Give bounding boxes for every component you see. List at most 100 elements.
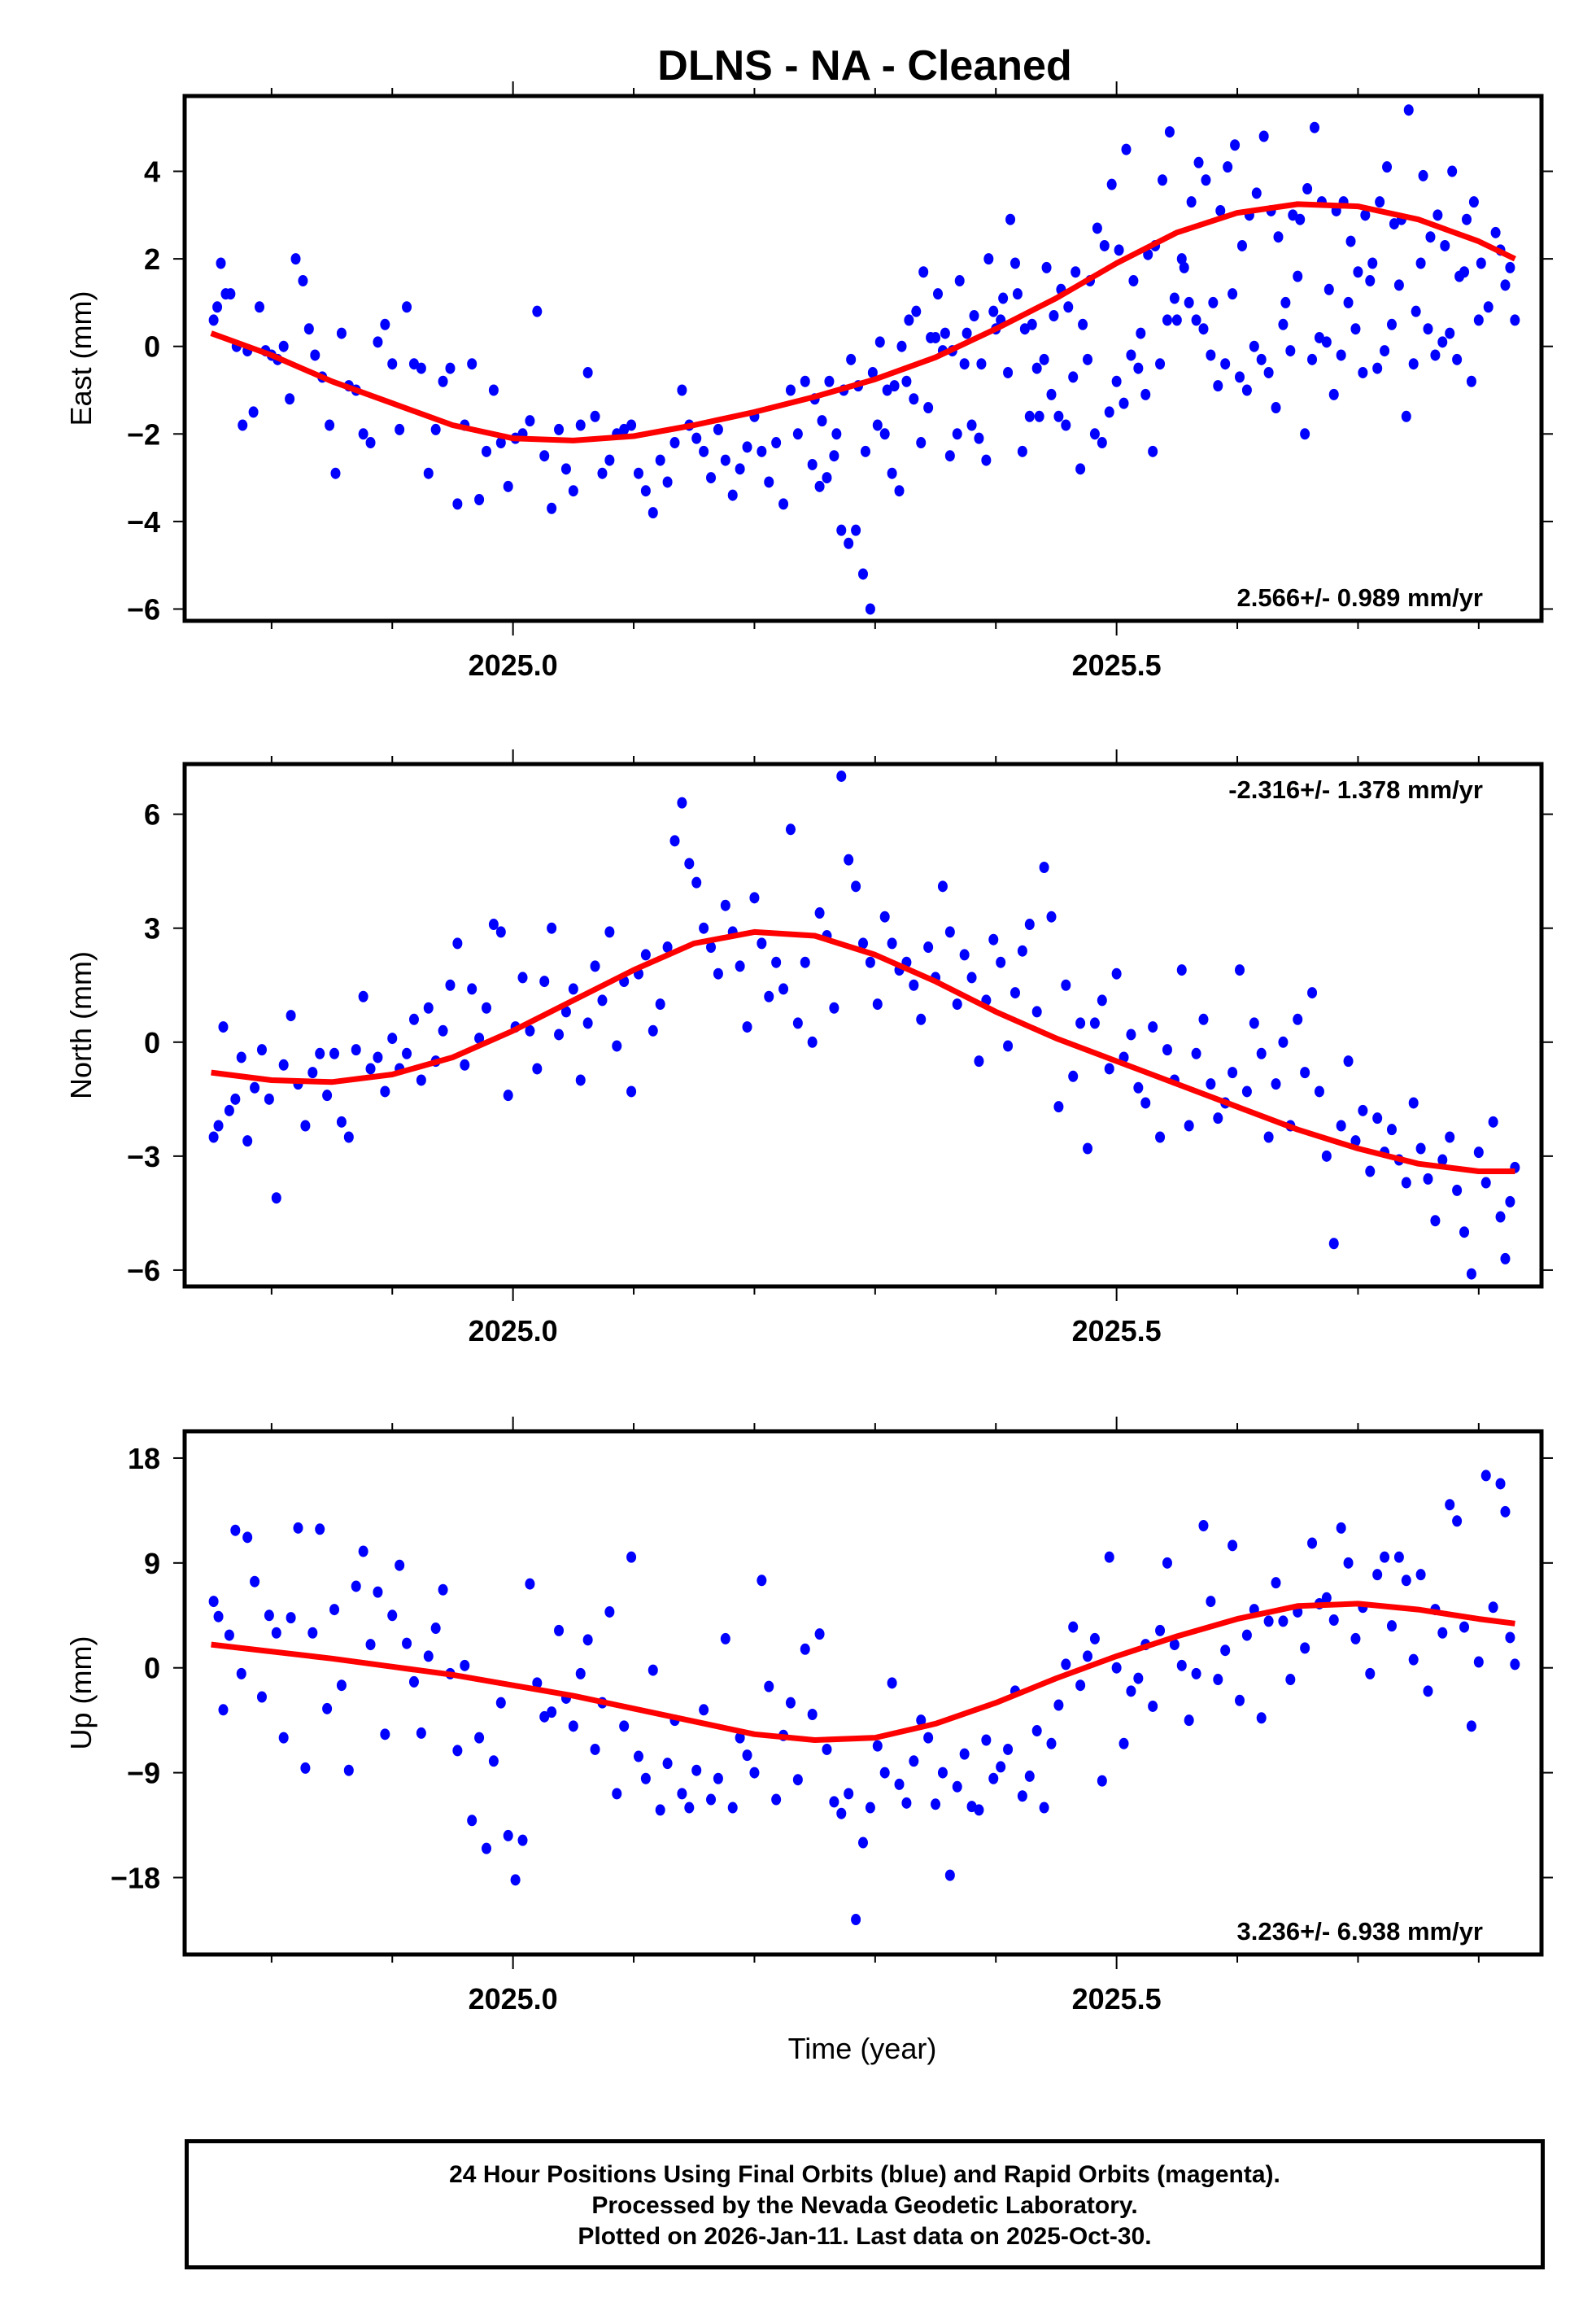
data-point: [604, 1605, 615, 1618]
data-point: [800, 375, 810, 387]
data-point: [1241, 1629, 1252, 1641]
data-point: [597, 467, 608, 479]
data-point: [1003, 1743, 1014, 1755]
data-point: [1031, 1006, 1042, 1018]
data-point: [1201, 174, 1211, 186]
data-point: [974, 1055, 984, 1068]
data-point: [1075, 463, 1086, 475]
data-point: [322, 1090, 333, 1102]
data-point: [959, 358, 970, 370]
y-tick-label: −9: [127, 1757, 160, 1790]
data-point: [1510, 314, 1520, 326]
data-point: [387, 358, 398, 370]
data-point: [255, 301, 265, 313]
data-point: [225, 288, 236, 300]
data-point: [1017, 445, 1027, 457]
data-point: [1278, 318, 1289, 330]
footer-line-plotted: Plotted on 2026-Jan-11. Last data on 202…: [578, 2223, 1152, 2250]
data-point: [1430, 1215, 1441, 1227]
data-point: [481, 445, 491, 457]
data-point: [988, 1772, 999, 1784]
data-point: [351, 1580, 361, 1592]
data-point: [1408, 1097, 1419, 1109]
data-point: [278, 340, 289, 352]
data-point: [218, 1704, 229, 1716]
data-point: [952, 428, 962, 440]
data-point: [1505, 261, 1515, 273]
data-point: [1097, 1775, 1107, 1787]
data-point: [1389, 218, 1399, 230]
data-point: [1415, 1142, 1426, 1155]
data-point: [1024, 919, 1035, 931]
data-point: [216, 257, 226, 269]
data-point: [1401, 1574, 1411, 1587]
data-point: [1295, 213, 1306, 225]
data-point: [633, 467, 643, 479]
data-point: [1393, 279, 1404, 291]
data-point: [662, 1758, 673, 1770]
data-point: [1031, 362, 1042, 374]
data-point: [1133, 1672, 1144, 1684]
data-point: [474, 1732, 485, 1744]
data-point: [735, 1732, 745, 1744]
data-point: [1386, 1620, 1397, 1632]
data-point: [1263, 1131, 1274, 1143]
data-point: [1039, 353, 1049, 365]
data-point: [1099, 239, 1110, 251]
data-point: [213, 1610, 224, 1622]
data-point: [1358, 366, 1368, 378]
data-point: [1386, 318, 1397, 330]
data-point: [640, 1772, 651, 1784]
data-point: [1089, 428, 1100, 440]
data-point: [1350, 323, 1361, 335]
data-point: [1249, 1017, 1259, 1029]
data-point: [727, 1802, 738, 1814]
data-point: [962, 327, 972, 339]
data-point: [1039, 1802, 1049, 1814]
data-point: [430, 1622, 441, 1635]
data-point: [713, 967, 723, 980]
plot-frame: [182, 94, 1544, 623]
data-point: [1017, 945, 1027, 957]
data-point: [1490, 226, 1501, 238]
data-point: [525, 1024, 535, 1037]
data-point: [230, 1524, 241, 1536]
data-point: [264, 1093, 274, 1105]
data-point: [1500, 1505, 1511, 1518]
data-point: [619, 423, 630, 435]
data-point: [1191, 314, 1201, 326]
data-point: [1009, 257, 1020, 269]
data-point: [1061, 419, 1071, 431]
data-point: [1466, 1268, 1476, 1280]
data-point: [894, 485, 905, 497]
data-point: [1155, 358, 1166, 370]
data-point: [315, 1047, 325, 1059]
data-point: [547, 1706, 557, 1719]
x-tick-label: 2025.5: [1072, 649, 1162, 682]
rate-label: 2.566+/- 0.989 mm/yr: [1237, 583, 1483, 612]
data-point: [554, 423, 565, 435]
data-point: [1408, 358, 1419, 370]
data-point: [872, 419, 883, 431]
data-point: [858, 1837, 868, 1849]
data-point: [582, 366, 593, 378]
data-point: [336, 327, 347, 339]
data-point: [792, 1774, 803, 1786]
plot-frame: [182, 1429, 1544, 1957]
y-tick-label: 0: [144, 330, 160, 364]
data-point: [582, 1634, 593, 1646]
data-point: [1179, 261, 1189, 273]
data-point: [858, 568, 868, 580]
data-point: [1171, 314, 1182, 326]
data-point: [981, 454, 992, 466]
data-point: [1495, 1478, 1506, 1490]
data-point: [655, 1804, 665, 1816]
data-point: [1068, 371, 1079, 383]
x-tick-label: 2025.5: [1072, 1982, 1162, 2016]
data-point: [655, 454, 665, 466]
x-tick-label: 2025.0: [469, 1982, 558, 2016]
data-point: [669, 437, 680, 449]
data-point: [626, 419, 637, 431]
panel-east: 2025.0 2025.5 4 2 0 −2 −4 −6 East (mm) 2.566+/- 0…: [64, 81, 1553, 682]
data-point: [1440, 239, 1450, 251]
